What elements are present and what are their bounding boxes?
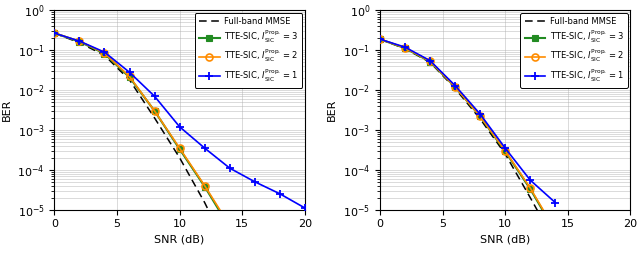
TTE-SIC, $I_{\mathrm{SIC}}^{\mathrm{Prop.}}= 2$ bbox=[401, 46, 409, 50]
TTE-SIC, $I_{\mathrm{SIC}}^{\mathrm{Prop.}}= 2$ bbox=[526, 186, 534, 189]
TTE-SIC, $I_{\mathrm{SIC}}^{\mathrm{Prop.}}= 1$ bbox=[552, 201, 559, 204]
TTE-SIC, $I_{\mathrm{SIC}}^{\mathrm{Prop.}}= 3$ bbox=[125, 76, 133, 79]
TTE-SIC, $I_{\mathrm{SIC}}^{\mathrm{Prop.}}= 2$ bbox=[176, 146, 184, 150]
Line: TTE-SIC, $I_{\mathrm{SIC}}^{\mathrm{Prop.}}= 3$: TTE-SIC, $I_{\mathrm{SIC}}^{\mathrm{Prop… bbox=[52, 30, 232, 231]
X-axis label: SNR (dB): SNR (dB) bbox=[480, 235, 531, 245]
TTE-SIC, $I_{\mathrm{SIC}}^{\mathrm{Prop.}}= 2$ bbox=[376, 38, 384, 41]
Full-band MMSE bbox=[226, 252, 234, 255]
TTE-SIC, $I_{\mathrm{SIC}}^{\mathrm{Prop.}}= 1$ bbox=[251, 180, 259, 183]
Legend: Full-band MMSE, TTE-SIC, $I_{\mathrm{SIC}}^{\mathrm{Prop.}}= 3$, TTE-SIC, $I_{\m: Full-band MMSE, TTE-SIC, $I_{\mathrm{SIC… bbox=[195, 13, 302, 88]
Full-band MMSE bbox=[76, 41, 83, 44]
TTE-SIC, $I_{\mathrm{SIC}}^{\mathrm{Prop.}}= 2$ bbox=[100, 52, 108, 55]
TTE-SIC, $I_{\mathrm{SIC}}^{\mathrm{Prop.}}= 1$ bbox=[526, 178, 534, 182]
TTE-SIC, $I_{\mathrm{SIC}}^{\mathrm{Prop.}}= 3$ bbox=[426, 60, 434, 63]
TTE-SIC, $I_{\mathrm{SIC}}^{\mathrm{Prop.}}= 1$ bbox=[226, 167, 234, 170]
Line: TTE-SIC, $I_{\mathrm{SIC}}^{\mathrm{Prop.}}= 2$: TTE-SIC, $I_{\mathrm{SIC}}^{\mathrm{Prop… bbox=[376, 36, 559, 234]
TTE-SIC, $I_{\mathrm{SIC}}^{\mathrm{Prop.}}= 3$ bbox=[100, 52, 108, 55]
Full-band MMSE bbox=[401, 47, 409, 50]
Legend: Full-band MMSE, TTE-SIC, $I_{\mathrm{SIC}}^{\mathrm{Prop.}}= 3$, TTE-SIC, $I_{\m: Full-band MMSE, TTE-SIC, $I_{\mathrm{SIC… bbox=[520, 13, 628, 88]
TTE-SIC, $I_{\mathrm{SIC}}^{\mathrm{Prop.}}= 1$ bbox=[76, 40, 83, 43]
TTE-SIC, $I_{\mathrm{SIC}}^{\mathrm{Prop.}}= 3$ bbox=[51, 31, 58, 35]
TTE-SIC, $I_{\mathrm{SIC}}^{\mathrm{Prop.}}= 2$ bbox=[552, 229, 559, 232]
Line: TTE-SIC, $I_{\mathrm{SIC}}^{\mathrm{Prop.}}= 1$: TTE-SIC, $I_{\mathrm{SIC}}^{\mathrm{Prop… bbox=[376, 35, 559, 207]
TTE-SIC, $I_{\mathrm{SIC}}^{\mathrm{Prop.}}= 2$ bbox=[501, 149, 509, 152]
TTE-SIC, $I_{\mathrm{SIC}}^{\mathrm{Prop.}}= 1$ bbox=[151, 95, 159, 98]
TTE-SIC, $I_{\mathrm{SIC}}^{\mathrm{Prop.}}= 1$ bbox=[276, 192, 284, 195]
TTE-SIC, $I_{\mathrm{SIC}}^{\mathrm{Prop.}}= 3$ bbox=[552, 230, 559, 233]
TTE-SIC, $I_{\mathrm{SIC}}^{\mathrm{Prop.}}= 1$ bbox=[501, 146, 509, 150]
Line: TTE-SIC, $I_{\mathrm{SIC}}^{\mathrm{Prop.}}= 1$: TTE-SIC, $I_{\mathrm{SIC}}^{\mathrm{Prop… bbox=[50, 29, 309, 212]
TTE-SIC, $I_{\mathrm{SIC}}^{\mathrm{Prop.}}= 3$ bbox=[526, 187, 534, 190]
TTE-SIC, $I_{\mathrm{SIC}}^{\mathrm{Prop.}}= 2$ bbox=[151, 109, 159, 112]
TTE-SIC, $I_{\mathrm{SIC}}^{\mathrm{Prop.}}= 1$ bbox=[100, 51, 108, 54]
TTE-SIC, $I_{\mathrm{SIC}}^{\mathrm{Prop.}}= 3$ bbox=[476, 115, 484, 118]
TTE-SIC, $I_{\mathrm{SIC}}^{\mathrm{Prop.}}= 3$ bbox=[151, 109, 159, 112]
TTE-SIC, $I_{\mathrm{SIC}}^{\mathrm{Prop.}}= 1$ bbox=[201, 146, 209, 150]
TTE-SIC, $I_{\mathrm{SIC}}^{\mathrm{Prop.}}= 2$ bbox=[476, 115, 484, 118]
TTE-SIC, $I_{\mathrm{SIC}}^{\mathrm{Prop.}}= 3$ bbox=[226, 226, 234, 229]
Full-band MMSE bbox=[100, 54, 108, 57]
Full-band MMSE bbox=[476, 117, 484, 121]
TTE-SIC, $I_{\mathrm{SIC}}^{\mathrm{Prop.}}= 2$ bbox=[226, 224, 234, 227]
Full-band MMSE bbox=[125, 78, 133, 81]
TTE-SIC, $I_{\mathrm{SIC}}^{\mathrm{Prop.}}= 3$ bbox=[451, 85, 459, 89]
Full-band MMSE bbox=[552, 241, 559, 244]
Y-axis label: BER: BER bbox=[2, 99, 12, 121]
TTE-SIC, $I_{\mathrm{SIC}}^{\mathrm{Prop.}}= 1$ bbox=[301, 206, 308, 210]
Line: Full-band MMSE: Full-band MMSE bbox=[54, 33, 230, 253]
Full-band MMSE bbox=[201, 201, 209, 204]
TTE-SIC, $I_{\mathrm{SIC}}^{\mathrm{Prop.}}= 1$ bbox=[476, 113, 484, 116]
TTE-SIC, $I_{\mathrm{SIC}}^{\mathrm{Prop.}}= 2$ bbox=[201, 184, 209, 187]
TTE-SIC, $I_{\mathrm{SIC}}^{\mathrm{Prop.}}= 3$ bbox=[76, 40, 83, 43]
Full-band MMSE bbox=[51, 31, 58, 35]
TTE-SIC, $I_{\mathrm{SIC}}^{\mathrm{Prop.}}= 1$ bbox=[176, 125, 184, 128]
Full-band MMSE bbox=[451, 87, 459, 90]
Full-band MMSE bbox=[501, 152, 509, 156]
TTE-SIC, $I_{\mathrm{SIC}}^{\mathrm{Prop.}}= 3$ bbox=[376, 38, 384, 41]
Full-band MMSE bbox=[176, 156, 184, 159]
TTE-SIC, $I_{\mathrm{SIC}}^{\mathrm{Prop.}}= 1$ bbox=[51, 31, 58, 35]
Line: TTE-SIC, $I_{\mathrm{SIC}}^{\mathrm{Prop.}}= 3$: TTE-SIC, $I_{\mathrm{SIC}}^{\mathrm{Prop… bbox=[377, 36, 558, 234]
TTE-SIC, $I_{\mathrm{SIC}}^{\mathrm{Prop.}}= 2$ bbox=[451, 85, 459, 89]
TTE-SIC, $I_{\mathrm{SIC}}^{\mathrm{Prop.}}= 1$ bbox=[401, 46, 409, 49]
TTE-SIC, $I_{\mathrm{SIC}}^{\mathrm{Prop.}}= 2$ bbox=[76, 40, 83, 43]
TTE-SIC, $I_{\mathrm{SIC}}^{\mathrm{Prop.}}= 3$ bbox=[201, 185, 209, 188]
Full-band MMSE bbox=[376, 38, 384, 41]
TTE-SIC, $I_{\mathrm{SIC}}^{\mathrm{Prop.}}= 3$ bbox=[401, 47, 409, 50]
Full-band MMSE bbox=[426, 61, 434, 64]
TTE-SIC, $I_{\mathrm{SIC}}^{\mathrm{Prop.}}= 2$ bbox=[51, 31, 58, 35]
TTE-SIC, $I_{\mathrm{SIC}}^{\mathrm{Prop.}}= 1$ bbox=[426, 59, 434, 62]
TTE-SIC, $I_{\mathrm{SIC}}^{\mathrm{Prop.}}= 2$ bbox=[125, 75, 133, 78]
TTE-SIC, $I_{\mathrm{SIC}}^{\mathrm{Prop.}}= 3$ bbox=[176, 148, 184, 151]
Line: TTE-SIC, $I_{\mathrm{SIC}}^{\mathrm{Prop.}}= 2$: TTE-SIC, $I_{\mathrm{SIC}}^{\mathrm{Prop… bbox=[51, 30, 233, 229]
TTE-SIC, $I_{\mathrm{SIC}}^{\mathrm{Prop.}}= 2$ bbox=[426, 60, 434, 63]
TTE-SIC, $I_{\mathrm{SIC}}^{\mathrm{Prop.}}= 3$ bbox=[501, 150, 509, 153]
Y-axis label: BER: BER bbox=[327, 99, 337, 121]
TTE-SIC, $I_{\mathrm{SIC}}^{\mathrm{Prop.}}= 1$ bbox=[376, 38, 384, 41]
Line: Full-band MMSE: Full-band MMSE bbox=[380, 39, 556, 242]
TTE-SIC, $I_{\mathrm{SIC}}^{\mathrm{Prop.}}= 1$ bbox=[125, 71, 133, 74]
Full-band MMSE bbox=[526, 196, 534, 199]
X-axis label: SNR (dB): SNR (dB) bbox=[154, 235, 205, 245]
Full-band MMSE bbox=[151, 116, 159, 119]
TTE-SIC, $I_{\mathrm{SIC}}^{\mathrm{Prop.}}= 1$ bbox=[451, 84, 459, 87]
